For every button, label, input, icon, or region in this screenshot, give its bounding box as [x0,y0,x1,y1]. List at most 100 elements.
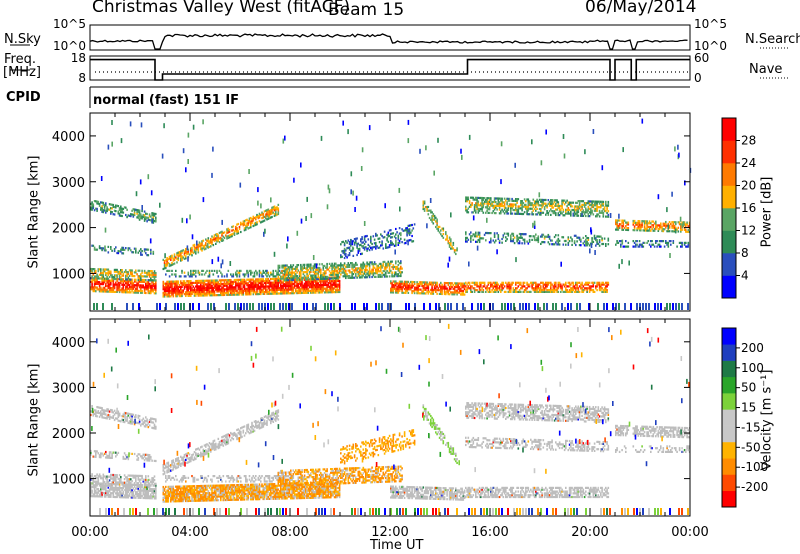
power-cell [510,208,512,211]
power-cell [550,287,552,290]
power-cell [397,241,400,245]
power-cell [375,232,377,235]
power-cell [188,280,191,283]
power-cell [97,270,100,273]
power-cell [258,280,261,283]
power-cell [143,275,146,278]
power-cell [431,292,433,295]
power-cell [256,285,258,288]
power-cell [391,260,393,263]
power-cell [167,284,170,287]
power-cell [341,241,343,244]
power-cell [607,283,610,286]
power-cell [598,244,601,247]
power-cell [246,222,248,225]
power-cell [576,281,578,284]
power-cell [233,288,236,291]
power-cell [307,265,310,268]
power-cell [397,236,400,239]
power-cell [380,268,382,271]
power-cell [256,293,258,296]
power-cell [308,289,311,292]
power-cell [163,286,166,289]
power-cell [251,282,253,285]
power-cell [306,269,308,272]
power-cell [381,244,383,247]
power-cell [627,245,630,248]
power-cell [196,248,198,251]
power-cell [251,271,253,274]
power-cell [472,196,475,199]
power-cell [332,283,335,286]
power-cell [117,250,120,253]
power-cell [482,206,485,209]
power-cell [128,291,131,294]
power-cell [322,268,325,271]
power-cell [195,252,197,255]
power-cell [233,233,236,236]
power-cell [582,289,585,292]
power-cell [333,277,336,280]
power-cell [275,206,277,209]
power-cell [92,203,95,206]
power-cell [577,281,580,284]
power-cell [178,252,181,255]
power-cell [125,269,127,272]
power-cell [313,278,316,281]
power-cell [201,269,203,272]
power-cell [211,235,213,238]
power-cell [193,290,196,294]
power-cell [140,278,142,281]
power-cell [242,293,245,296]
power-cell [423,285,426,288]
power-cell [103,268,106,271]
power-cell [216,294,218,297]
power-cell [323,283,326,287]
power-cell [556,289,558,292]
power-cell [435,289,437,292]
power-cell [126,283,128,287]
power-cell [571,287,573,290]
power-cell [216,290,218,293]
power-cell [131,269,133,272]
power-cell [330,291,332,294]
power-cell [152,281,155,284]
power-cell [421,290,423,293]
power-cell [523,238,526,241]
power-cell [298,273,301,276]
power-cell [358,276,361,279]
power-cell [131,285,133,289]
power-cell [173,289,176,292]
power-cell [496,232,498,235]
power-cell [385,262,387,265]
power-cell [467,281,470,284]
power-cell [110,281,112,284]
power-cell [336,277,338,280]
power-cell [112,290,115,293]
power-cell [580,285,582,288]
power-cell [381,266,383,269]
power-cell [660,222,662,225]
power-cell [280,281,282,284]
power-cell [487,211,490,214]
power-cell [175,293,177,296]
power-cell [435,225,437,229]
power-cell [562,208,565,211]
power-cell [477,200,480,203]
power-cell [513,290,516,293]
power-cell [273,292,276,295]
power-cell [512,289,515,292]
power-cell [187,250,190,253]
power-cell [130,285,132,288]
power-cell [193,247,196,250]
power-cell [100,288,102,291]
power-cell [435,285,437,288]
power-cell [507,205,510,208]
power-cell [222,286,225,289]
power-cell [106,281,108,284]
power-cell [308,267,311,270]
power-cell [200,279,202,282]
power-cell [261,289,263,292]
power-cell [653,245,656,248]
power-cell [575,283,577,286]
